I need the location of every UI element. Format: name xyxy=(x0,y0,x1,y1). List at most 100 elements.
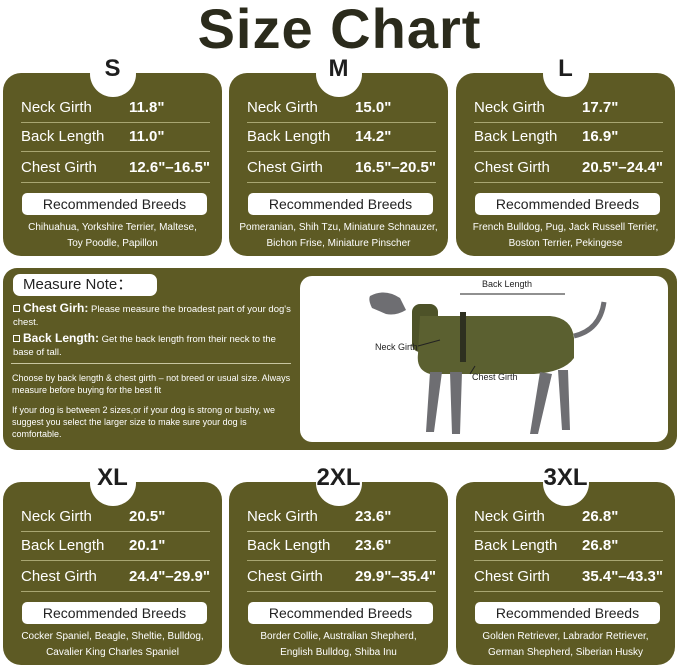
back-label: Back Length xyxy=(474,537,558,554)
neck-row: Neck Girth 23.6" xyxy=(247,502,436,532)
chest-term: Chest Girh: xyxy=(23,301,89,315)
back-label: Back Length xyxy=(21,537,105,554)
neck-value: 23.6" xyxy=(355,508,392,525)
recommended-breeds-label: Recommended Breeds xyxy=(22,602,207,624)
back-term: Back Length: xyxy=(23,331,100,345)
size-label: 3XL xyxy=(543,464,588,491)
chest-label: Chest Girth xyxy=(21,568,97,585)
back-value: 11.0" xyxy=(129,128,165,145)
back-length-note: Back Length: Get the back length from th… xyxy=(13,332,293,359)
back-row: Back Length 11.0" xyxy=(21,122,210,152)
checkbox-icon xyxy=(13,305,20,312)
neck-value: 15.0" xyxy=(355,99,392,116)
neck-value: 20.5" xyxy=(129,508,166,525)
chest-label: Chest Girth xyxy=(247,159,323,176)
back-value: 26.8" xyxy=(582,537,619,554)
size-label: S xyxy=(104,55,121,82)
chest-value: 12.6"–16.5" xyxy=(129,159,210,176)
size-label: L xyxy=(558,55,573,82)
breeds-line: German Shepherd, Siberian Husky xyxy=(487,647,644,658)
breeds-line: Bichon Frise, Miniature Pinscher xyxy=(266,238,411,249)
chest-text: Please measure the broadest part of your… xyxy=(13,304,291,328)
chest-row: Chest Girth 16.5"–20.5" xyxy=(247,153,436,183)
breeds-line: Boston Terrier, Pekingese xyxy=(508,238,623,249)
back-label: Back Length xyxy=(247,128,331,145)
chest-value: 24.4"–29.9" xyxy=(129,568,210,585)
back-text: Get the back length from their neck to t… xyxy=(13,334,276,358)
neck-value: 26.8" xyxy=(582,508,619,525)
breeds-list: Golden Retriever, Labrador Retriever, Ge… xyxy=(460,629,671,661)
chest-value: 16.5"–20.5" xyxy=(355,159,436,176)
divider xyxy=(11,363,291,364)
note-paragraph: Choose by back length & chest girth – no… xyxy=(12,373,291,395)
measure-note-title: Measure Note： xyxy=(13,274,157,296)
breeds-list: Border Collie, Australian Shepherd, Engl… xyxy=(233,629,444,661)
breeds-line: French Bulldog, Pug, Jack Russell Terrie… xyxy=(472,222,659,233)
dog-diagram: Back Length Neck Girth Chest Girth xyxy=(300,276,668,442)
breeds-line: Border Collie, Australian Shepherd, xyxy=(260,631,417,642)
size-label: M xyxy=(328,55,349,82)
breeds-line: Cavalier King Charles Spaniel xyxy=(46,647,179,658)
chest-row: Chest Girth 35.4"–43.3" xyxy=(474,562,663,592)
breeds-line: Pomeranian, Shih Tzu, Miniature Schnauze… xyxy=(239,222,438,233)
back-value: 23.6" xyxy=(355,537,392,554)
breeds-list: Pomeranian, Shih Tzu, Miniature Schnauze… xyxy=(233,220,444,252)
back-label: Back Length xyxy=(474,128,558,145)
chest-value: 35.4"–43.3" xyxy=(582,568,663,585)
breeds-line: Chihuahua, Yorkshire Terrier, Maltese, xyxy=(28,222,197,233)
dog-illustration xyxy=(369,292,607,434)
recommended-breeds-label: Recommended Breeds xyxy=(475,602,660,624)
chest-row: Chest Girth 24.4"–29.9" xyxy=(21,562,210,592)
breeds-list: French Bulldog, Pug, Jack Russell Terrie… xyxy=(460,220,671,252)
chest-label: Chest Girth xyxy=(21,159,97,176)
size-card-xl: XL Neck Girth 20.5" Back Length 20.1" Ch… xyxy=(3,460,222,665)
size-card-m: M Neck Girth 15.0" Back Length 14.2" Che… xyxy=(229,51,448,256)
chest-label: Chest Girth xyxy=(247,568,323,585)
neck-value: 11.8" xyxy=(129,99,165,116)
back-row: Back Length 14.2" xyxy=(247,122,436,152)
recommended-breeds-label: Recommended Breeds xyxy=(248,193,433,215)
size-card-2xl: 2XL Neck Girth 23.6" Back Length 23.6" C… xyxy=(229,460,448,665)
neck-value: 17.7" xyxy=(582,99,619,116)
size-label: 2XL xyxy=(316,464,361,491)
breeds-line: English Bulldog, Shiba Inu xyxy=(280,647,397,658)
size-notch xyxy=(542,460,589,506)
neck-row: Neck Girth 11.8" xyxy=(21,93,210,123)
chest-label: Chest Girth xyxy=(474,159,550,176)
recommended-breeds-label: Recommended Breeds xyxy=(475,193,660,215)
back-row: Back Length 26.8" xyxy=(474,531,663,561)
chest-value: 20.5"–24.4" xyxy=(582,159,663,176)
back-row: Back Length 16.9" xyxy=(474,122,663,152)
back-length-label: Back Length xyxy=(482,279,533,289)
back-label: Back Length xyxy=(247,537,331,554)
checkbox-icon xyxy=(13,335,20,342)
breeds-list: Chihuahua, Yorkshire Terrier, Maltese, T… xyxy=(7,220,218,252)
back-value: 16.9" xyxy=(582,128,619,145)
chest-label: Chest Girth xyxy=(474,568,550,585)
chest-girth-note: Chest Girh: Please measure the broadest … xyxy=(13,302,293,329)
neck-label: Neck Girth xyxy=(247,508,318,525)
neck-row: Neck Girth 26.8" xyxy=(474,502,663,532)
back-row: Back Length 20.1" xyxy=(21,531,210,561)
neck-label: Neck Girth xyxy=(21,508,92,525)
size-notch xyxy=(89,460,136,506)
back-label: Back Length xyxy=(21,128,105,145)
neck-row: Neck Girth 15.0" xyxy=(247,93,436,123)
measure-note-panel: Measure Note： Chest Girh: Please measure… xyxy=(3,268,677,450)
neck-label: Neck Girth xyxy=(474,508,545,525)
back-row: Back Length 23.6" xyxy=(247,531,436,561)
back-value: 20.1" xyxy=(129,537,166,554)
neck-label: Neck Girth xyxy=(247,99,318,116)
neck-label: Neck Girth xyxy=(474,99,545,116)
chest-row: Chest Girth 29.9"–35.4" xyxy=(247,562,436,592)
size-notch xyxy=(89,51,136,97)
note-paragraph: If your dog is between 2 sizes,or if you… xyxy=(12,405,275,439)
recommended-breeds-label: Recommended Breeds xyxy=(248,602,433,624)
neck-row: Neck Girth 20.5" xyxy=(21,502,210,532)
neck-label: Neck Girth xyxy=(21,99,92,116)
chest-value: 29.9"–35.4" xyxy=(355,568,436,585)
chest-girth-label: Chest Girth xyxy=(472,372,518,382)
back-value: 14.2" xyxy=(355,128,392,145)
page-title: Size Chart xyxy=(197,0,482,60)
breeds-line: Cocker Spaniel, Beagle, Sheltie, Bulldog… xyxy=(21,631,204,642)
